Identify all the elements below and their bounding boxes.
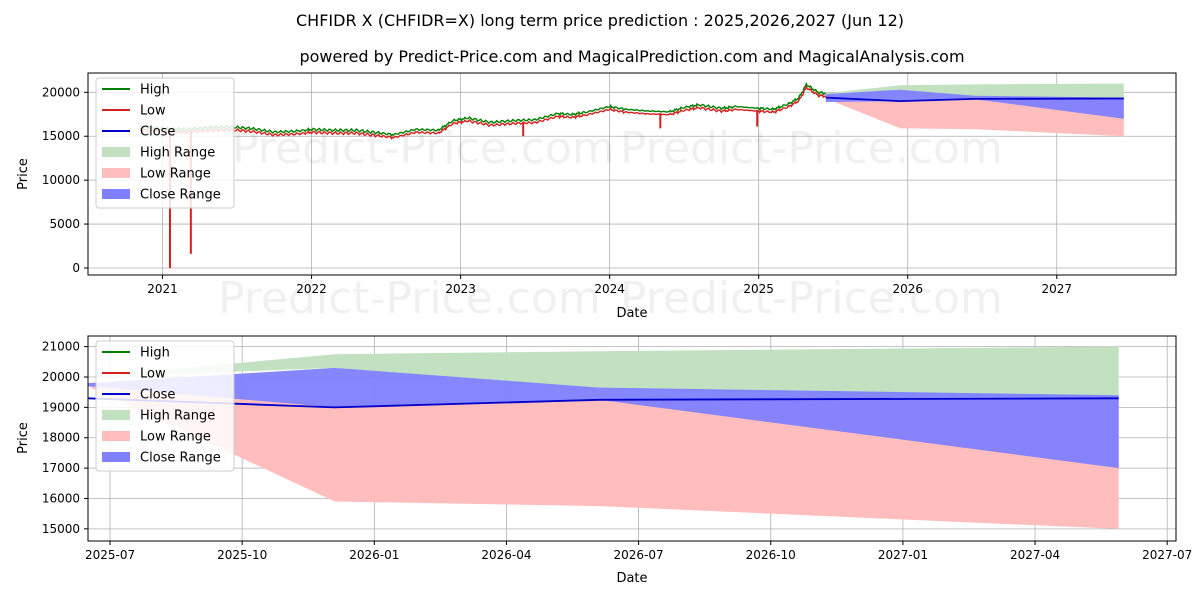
- y-tick-label: 18000: [42, 431, 80, 445]
- forecast-y-axis-label: Price: [16, 422, 31, 454]
- x-tick-label: 2027-04: [1010, 548, 1060, 562]
- legend-label-low_range: Low Range: [140, 430, 211, 445]
- legend-label-high_range: High Range: [140, 146, 215, 161]
- legend-label-close: Close: [140, 388, 175, 403]
- x-tick-label: 2025-10: [217, 548, 267, 562]
- x-tick-label: 2027-07: [1142, 548, 1192, 562]
- x-tick-label: 2026-07: [614, 548, 664, 562]
- forecast-legend: High Low Close High Range Low Range Close Ran…: [95, 340, 235, 472]
- forecast-close-line: [825, 96, 1124, 103]
- x-tick-label: 2024: [594, 282, 625, 296]
- x-tick-label: 2022: [296, 282, 327, 296]
- legend-label-close_range: Close Range: [140, 188, 221, 203]
- legend-label-close: Close: [140, 125, 175, 140]
- y-tick-label: 15000: [42, 129, 80, 143]
- forecast-range-bands: [88, 346, 1119, 529]
- y-tick-label: 10000: [42, 173, 80, 187]
- y-tick-label: 17000: [42, 461, 80, 475]
- watermark: Predict-Price.com: [218, 273, 601, 324]
- close-range-band: [88, 367, 1119, 469]
- x-tick-label: 2026: [892, 282, 923, 296]
- history-plot-frame: [87, 72, 1177, 276]
- history-x-axis-label: Date: [616, 306, 647, 321]
- forecast-panel: Predict-Price.com Predict-Price.com 2025…: [16, 335, 1192, 586]
- legend-swatch-high_range: [102, 410, 130, 420]
- close-range-band: [825, 89, 1124, 119]
- legend-box: [95, 340, 235, 472]
- legend-label-low: Low: [140, 104, 166, 119]
- forecast-x-axis-label: Date: [616, 571, 647, 586]
- watermark: Predict-Price.com: [620, 123, 1003, 174]
- legend-swatch-close_range: [102, 452, 130, 462]
- x-tick-label: 2026-04: [481, 548, 531, 562]
- forecast-plot-frame: [87, 335, 1177, 542]
- legend-swatch-close_range: [102, 189, 130, 199]
- x-tick-label: 2026-01: [349, 548, 399, 562]
- y-tick-label: 0: [72, 261, 80, 275]
- history-axis-ticks: 2021 2022 2023 2024 2025 2026 2027 0 5000 10000 15…: [42, 85, 1072, 296]
- y-tick-label: 21000: [42, 340, 80, 354]
- x-tick-label: 2026-10: [746, 548, 796, 562]
- legend-swatch-high_range: [102, 147, 130, 157]
- x-tick-label: 2025: [743, 282, 774, 296]
- legend-label-high_range: High Range: [140, 409, 215, 424]
- x-tick-label: 2021: [147, 282, 178, 296]
- y-tick-label: 15000: [42, 522, 80, 536]
- x-tick-label: 2027: [1041, 282, 1072, 296]
- legend-label-low: Low: [140, 367, 166, 382]
- history-legend: High Low Close High Range Low Range Close Ran…: [95, 77, 235, 209]
- y-tick-label: 5000: [49, 217, 80, 231]
- watermark: Predict-Price.com: [232, 123, 615, 174]
- high-range-band: [88, 346, 1119, 399]
- history-high-line: [139, 82, 827, 137]
- x-tick-label: 2025-07: [85, 548, 135, 562]
- x-tick-label: 2027-01: [878, 548, 928, 562]
- legend-label-high: High: [140, 346, 170, 361]
- legend-label-high: High: [140, 83, 170, 98]
- legend-swatch-low_range: [102, 168, 130, 178]
- forecast-axis-ticks: 2025-07 2025-10 2026-01 2026-04 2026-07 2026-…: [42, 340, 1192, 562]
- chart-title: CHFIDR X (CHFIDR=X) long term price pred…: [296, 11, 904, 30]
- legend-label-close_range: Close Range: [140, 451, 221, 466]
- history-y-axis-label: Price: [16, 158, 31, 190]
- history-panel: Predict-Price.com Predict-Price.com Pred…: [16, 72, 1177, 324]
- history-range-bands: [825, 83, 1124, 137]
- y-tick-label: 19000: [42, 400, 80, 414]
- legend-box: [95, 77, 235, 209]
- chart-subtitle: powered by Predict-Price.com and Magical…: [299, 47, 964, 66]
- legend-label-low_range: Low Range: [140, 167, 211, 182]
- y-tick-label: 20000: [42, 85, 80, 99]
- watermark: Predict-Price.com: [620, 273, 1003, 324]
- y-tick-label: 16000: [42, 491, 80, 505]
- legend-swatch-low_range: [102, 431, 130, 441]
- x-tick-label: 2023: [445, 282, 476, 296]
- y-tick-label: 20000: [42, 370, 80, 384]
- history-watermarks: Predict-Price.com Predict-Price.com Pred…: [218, 123, 1003, 324]
